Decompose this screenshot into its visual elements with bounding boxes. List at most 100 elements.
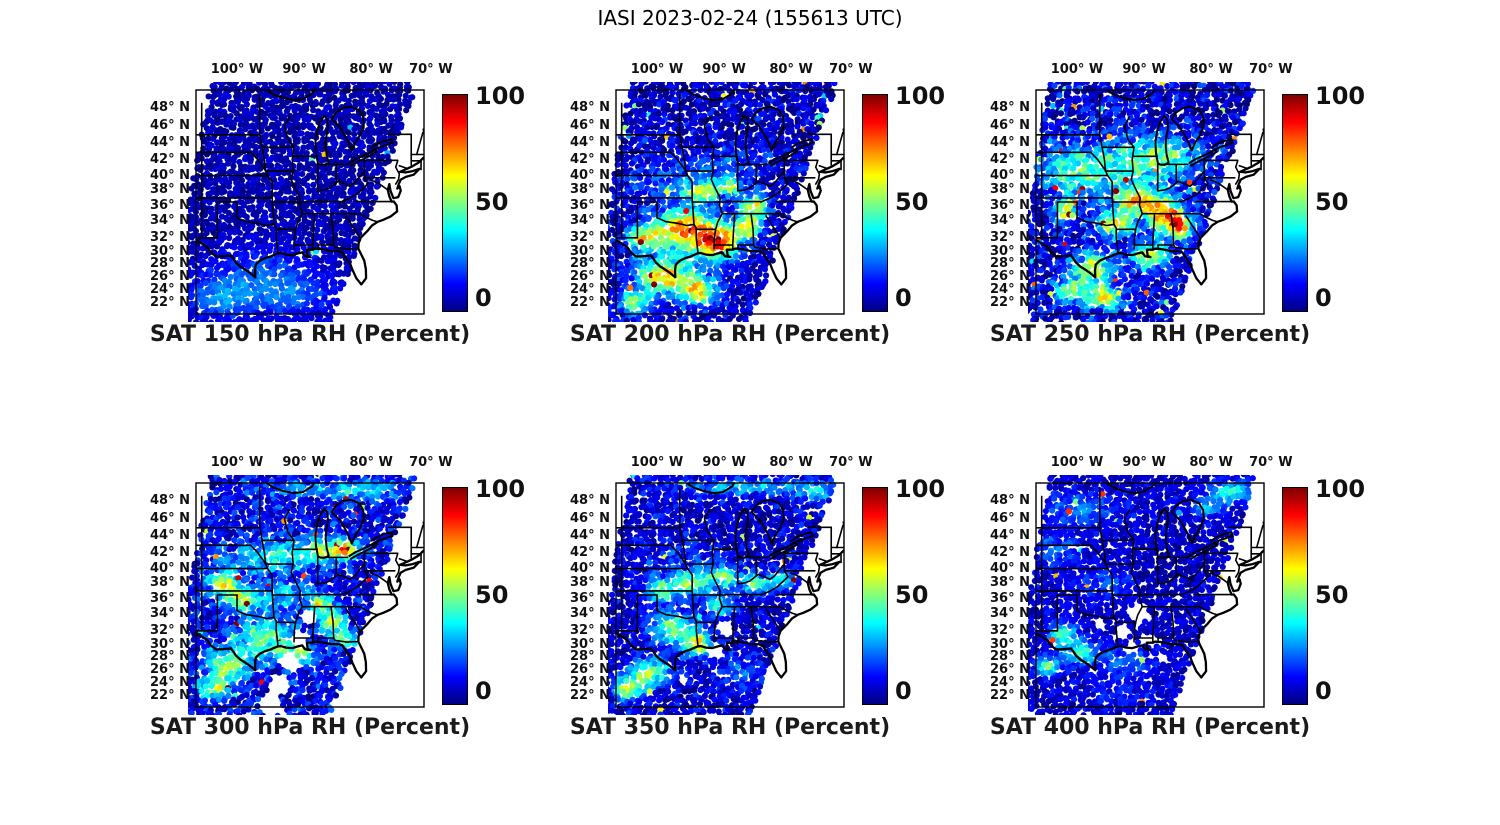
rh-map-canvas-350 xyxy=(608,475,852,715)
colorbar-tick-label: 50 xyxy=(1315,581,1349,609)
lat-tick-label: 32° N xyxy=(570,622,610,638)
lat-tick-label: 28° N xyxy=(990,648,1030,664)
lat-tick-label: 38° N xyxy=(150,181,190,197)
panel-title-300: SAT 300 hPa RH (Percent) xyxy=(149,715,471,740)
lat-tick-label: 44° N xyxy=(150,135,190,151)
colorbar-tick-label: 100 xyxy=(895,82,946,110)
colorbar-tick-label: 0 xyxy=(475,284,492,312)
colorbar-tick-label: 0 xyxy=(895,677,912,705)
lat-tick-label: 42° N xyxy=(150,152,190,168)
lat-tick-label: 40° N xyxy=(990,167,1030,183)
colorbar-tick-label: 0 xyxy=(1315,284,1332,312)
lon-tick-label: 80° W xyxy=(349,62,393,77)
colorbar-tick-label: 0 xyxy=(1315,677,1332,705)
lat-tick-label: 28° N xyxy=(150,648,190,664)
lon-tick-label: 100° W xyxy=(630,62,684,77)
lon-tick-label: 100° W xyxy=(1050,455,1104,470)
lat-tick-label: 36° N xyxy=(150,591,190,607)
lon-tick-label: 80° W xyxy=(769,62,813,77)
rh-map-canvas-250 xyxy=(1028,82,1272,322)
lat-tick-label: 30° N xyxy=(990,243,1030,259)
lat-tick-label: 34° N xyxy=(150,606,190,622)
lat-tick-label: 44° N xyxy=(150,528,190,544)
lat-tick-label: 44° N xyxy=(570,135,610,151)
rh-map-canvas-400 xyxy=(1028,475,1272,715)
lat-tick-label: 26° N xyxy=(570,662,610,678)
lat-tick-label: 34° N xyxy=(570,213,610,229)
lat-tick-label: 48° N xyxy=(570,492,610,508)
colorbar-tick-label: 50 xyxy=(895,188,929,216)
lat-tick-label: 46° N xyxy=(150,117,190,133)
lon-tick-label: 90° W xyxy=(1122,62,1166,77)
colorbar-250 xyxy=(1282,94,1308,312)
lat-tick-label: 24° N xyxy=(150,675,190,691)
lat-tick-label: 24° N xyxy=(990,675,1030,691)
lat-tick-label: 26° N xyxy=(990,662,1030,678)
lat-tick-label: 46° N xyxy=(990,117,1030,133)
colorbar-350 xyxy=(862,487,888,705)
lon-tick-label: 70° W xyxy=(829,62,873,77)
lat-tick-label: 48° N xyxy=(150,492,190,508)
lat-tick-label: 22° N xyxy=(150,294,190,310)
lon-tick-label: 90° W xyxy=(702,62,746,77)
lat-tick-label: 24° N xyxy=(990,282,1030,298)
lat-tick-label: 32° N xyxy=(150,622,190,638)
lon-tick-label: 90° W xyxy=(282,62,326,77)
lon-tick-label: 70° W xyxy=(829,455,873,470)
lat-tick-label: 40° N xyxy=(570,167,610,183)
lat-tick-label: 26° N xyxy=(990,269,1030,285)
lat-tick-label: 46° N xyxy=(570,510,610,526)
lat-tick-label: 36° N xyxy=(990,198,1030,214)
panel-title-250: SAT 250 hPa RH (Percent) xyxy=(989,322,1311,347)
lat-tick-label: 30° N xyxy=(570,243,610,259)
lon-tick-label: 90° W xyxy=(702,455,746,470)
lat-tick-label: 44° N xyxy=(570,528,610,544)
lat-tick-label: 34° N xyxy=(150,213,190,229)
lat-tick-label: 36° N xyxy=(570,198,610,214)
lat-tick-label: 44° N xyxy=(990,135,1030,151)
lat-tick-label: 24° N xyxy=(570,675,610,691)
lon-tick-label: 70° W xyxy=(1249,455,1293,470)
lat-tick-label: 48° N xyxy=(570,99,610,115)
colorbar-400 xyxy=(1282,487,1308,705)
lat-tick-label: 32° N xyxy=(990,229,1030,245)
lat-tick-label: 36° N xyxy=(570,591,610,607)
lat-tick-label: 40° N xyxy=(990,560,1030,576)
panel-title-150: SAT 150 hPa RH (Percent) xyxy=(149,322,471,347)
colorbar-tick-label: 50 xyxy=(895,581,929,609)
lat-tick-label: 34° N xyxy=(570,606,610,622)
lon-tick-label: 80° W xyxy=(349,455,393,470)
lat-tick-label: 38° N xyxy=(570,181,610,197)
lat-tick-label: 40° N xyxy=(570,560,610,576)
lon-tick-label: 80° W xyxy=(1189,455,1233,470)
lon-tick-label: 100° W xyxy=(210,455,264,470)
lat-tick-label: 22° N xyxy=(570,294,610,310)
lat-tick-label: 36° N xyxy=(150,198,190,214)
lat-tick-label: 30° N xyxy=(150,636,190,652)
rh-map-canvas-150 xyxy=(188,82,432,322)
lat-tick-label: 42° N xyxy=(990,152,1030,168)
lat-tick-label: 28° N xyxy=(150,255,190,271)
figure-title: IASI 2023-02-24 (155613 UTC) xyxy=(597,6,903,30)
lat-tick-label: 22° N xyxy=(990,294,1030,310)
lon-tick-label: 100° W xyxy=(630,455,684,470)
lat-tick-label: 30° N xyxy=(990,636,1030,652)
lat-tick-label: 38° N xyxy=(990,574,1030,590)
lon-tick-label: 70° W xyxy=(1249,62,1293,77)
colorbar-tick-label: 100 xyxy=(475,475,526,503)
lat-tick-label: 28° N xyxy=(990,255,1030,271)
colorbar-tick-label: 100 xyxy=(475,82,526,110)
lat-tick-label: 46° N xyxy=(990,510,1030,526)
lat-tick-label: 34° N xyxy=(990,606,1030,622)
lat-tick-label: 32° N xyxy=(990,622,1030,638)
lat-tick-label: 38° N xyxy=(150,574,190,590)
lon-tick-label: 100° W xyxy=(210,62,264,77)
colorbar-300 xyxy=(442,487,468,705)
lat-tick-label: 28° N xyxy=(570,648,610,664)
lat-tick-label: 26° N xyxy=(150,662,190,678)
colorbar-tick-label: 50 xyxy=(475,188,509,216)
lat-tick-label: 30° N xyxy=(570,636,610,652)
lat-tick-label: 38° N xyxy=(570,574,610,590)
